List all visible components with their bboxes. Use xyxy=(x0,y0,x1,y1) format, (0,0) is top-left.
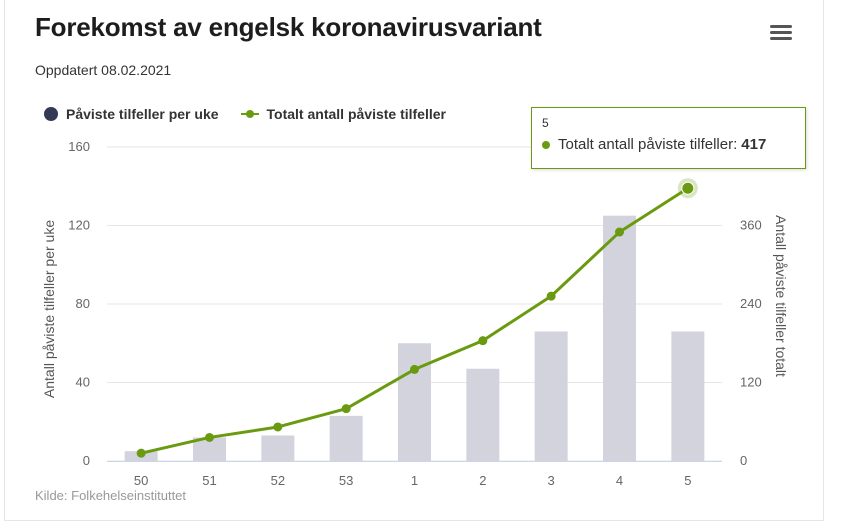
legend-item-total[interactable]: Totalt antall påviste tilfeller xyxy=(240,106,446,122)
x-tick-label: 53 xyxy=(339,473,353,488)
data-point xyxy=(478,336,488,346)
tooltip-value: 417 xyxy=(741,136,767,153)
bar xyxy=(671,331,705,461)
legend-circle-icon xyxy=(44,107,58,121)
hamburger-menu-icon[interactable] xyxy=(766,22,796,46)
x-tick-label: 50 xyxy=(134,473,148,488)
y-left-axis-title: Antall påviste tilfeller per uke xyxy=(41,220,57,398)
bar xyxy=(193,437,226,461)
y-right-tick-label: 0 xyxy=(740,453,747,468)
data-point xyxy=(681,181,695,195)
data-point xyxy=(615,227,624,237)
y-left-tick-label: 0 xyxy=(83,453,90,468)
x-tick-label: 2 xyxy=(479,473,486,488)
chart-frame xyxy=(4,0,824,521)
tooltip-series-dot-icon xyxy=(542,140,550,149)
chart-tooltip: 5 Totalt antall påviste tilfeller: 417 xyxy=(531,107,806,169)
legend-line-marker-icon xyxy=(240,107,259,121)
bar xyxy=(603,215,636,461)
y-left-tick-label: 160 xyxy=(68,139,90,154)
y-left-tick-label: 80 xyxy=(76,296,90,311)
data-point xyxy=(136,448,146,458)
x-tick-label: 3 xyxy=(548,473,555,488)
chart-title: Forekomst av engelsk koronavirusvariant xyxy=(35,12,542,42)
x-tick-label: 52 xyxy=(271,473,285,488)
data-point xyxy=(205,432,214,442)
legend-label-total: Totalt antall påviste tilfeller xyxy=(266,106,446,122)
chart-legend: Påviste tilfeller per uke Totalt antall … xyxy=(44,106,468,122)
bar xyxy=(261,435,295,461)
y-right-tick-label: 360 xyxy=(740,218,762,233)
data-point xyxy=(341,404,351,414)
legend-label-weekly: Påviste tilfeller per uke xyxy=(66,106,219,122)
x-tick-label: 5 xyxy=(684,473,691,488)
x-tick-label: 51 xyxy=(202,473,216,488)
bar xyxy=(329,415,363,461)
y-right-tick-label: 240 xyxy=(740,296,762,311)
chart-subtitle: Oppdatert 08.02.2021 xyxy=(35,62,172,78)
legend-item-weekly[interactable]: Påviste tilfeller per uke xyxy=(44,106,219,122)
x-tick-label: 1 xyxy=(411,473,418,488)
y-right-tick-label: 120 xyxy=(740,375,762,390)
bar xyxy=(398,343,431,461)
data-point xyxy=(546,291,556,301)
y-right-axis-title: Antall påviste tilfeller totalt xyxy=(773,215,789,377)
y-left-tick-label: 40 xyxy=(76,375,90,390)
source-credit: Kilde: Folkehelseinstituttet xyxy=(35,488,187,503)
tooltip-series-label: Totalt antall påviste tilfeller: xyxy=(558,136,738,153)
data-point xyxy=(273,422,283,432)
x-tick-label: 4 xyxy=(616,473,623,488)
menu-bar-line xyxy=(770,37,792,40)
bar xyxy=(534,331,568,461)
data-point xyxy=(410,364,419,374)
y-left-tick-label: 120 xyxy=(68,218,90,233)
menu-bar-line xyxy=(770,31,792,34)
tooltip-category: 5 xyxy=(542,116,549,130)
bar xyxy=(466,368,500,461)
menu-bar-line xyxy=(770,25,792,28)
